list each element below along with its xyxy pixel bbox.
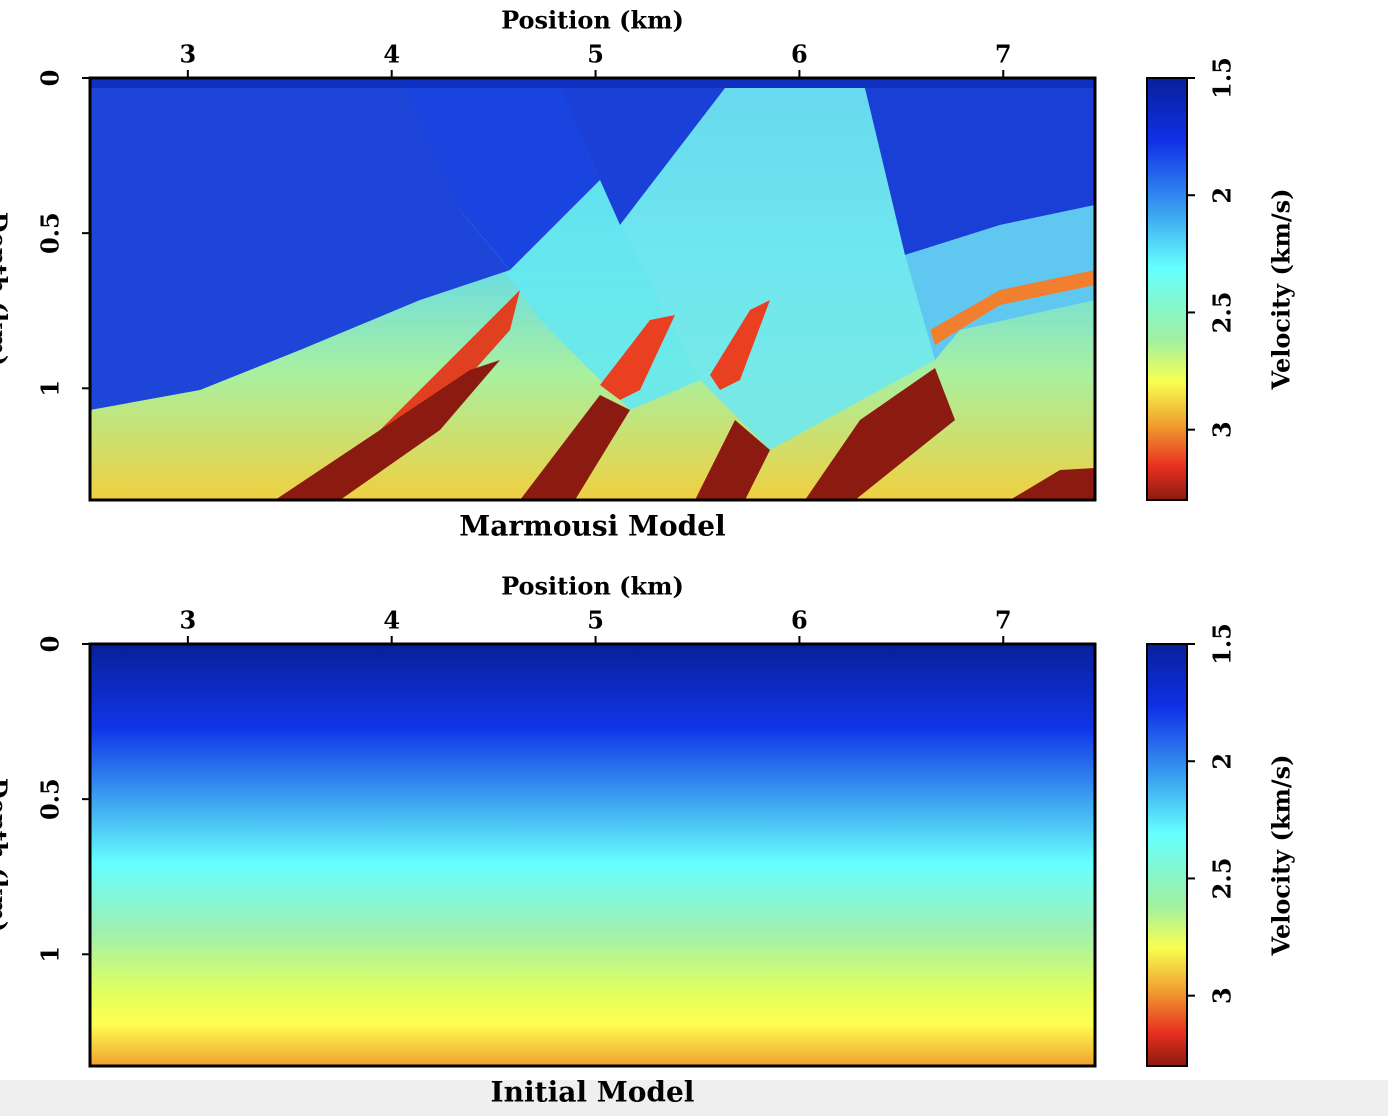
bottom-strip xyxy=(0,1080,1388,1116)
y-axis-label: Depth (km) xyxy=(0,212,13,367)
colorbar-tick-label: 1.5 xyxy=(1208,623,1237,665)
colorbar-tick-label: 2.5 xyxy=(1208,858,1237,900)
x-tick-label: 5 xyxy=(587,606,604,635)
x-tick-label: 7 xyxy=(995,606,1012,635)
y-tick-label: 0.5 xyxy=(36,212,65,254)
plot-frame xyxy=(88,642,1097,1068)
x-tick-label: 5 xyxy=(587,40,604,69)
initial-field xyxy=(90,644,1095,1066)
colorbar xyxy=(1146,643,1188,1067)
x-tick-label: 3 xyxy=(179,606,196,635)
y-tick-label: 0 xyxy=(36,636,65,653)
marmousi-field xyxy=(90,78,1095,500)
plot-frame xyxy=(88,76,1097,502)
colorbar-tick-label: 3 xyxy=(1208,987,1237,1004)
chart-title: Initial Model xyxy=(491,1076,695,1109)
x-axis-label: Position (km) xyxy=(501,6,684,35)
chart-title: Marmousi Model xyxy=(459,510,725,543)
x-tick-label: 6 xyxy=(791,606,808,635)
colorbar-tick-label: 2.5 xyxy=(1208,292,1237,334)
colorbar-tick-label: 1.5 xyxy=(1208,57,1237,99)
y-tick-label: 1 xyxy=(36,380,65,397)
y-tick-label: 0 xyxy=(36,70,65,87)
y-axis-label: Depth (km) xyxy=(0,778,13,933)
colorbar-tick-label: 2 xyxy=(1208,187,1237,204)
colorbar-label: Velocity (km/s) xyxy=(1267,755,1296,957)
y-tick-label: 0.5 xyxy=(36,778,65,820)
colorbar-tick-label: 2 xyxy=(1208,753,1237,770)
colorbar-label: Velocity (km/s) xyxy=(1267,189,1296,391)
colorbar xyxy=(1146,77,1188,501)
y-tick-label: 1 xyxy=(36,946,65,963)
x-axis-label: Position (km) xyxy=(501,572,684,601)
x-tick-label: 7 xyxy=(995,40,1012,69)
x-tick-label: 4 xyxy=(383,40,400,69)
x-tick-label: 6 xyxy=(791,40,808,69)
colorbar-tick-label: 3 xyxy=(1208,421,1237,438)
x-tick-label: 3 xyxy=(179,40,196,69)
x-tick-label: 4 xyxy=(383,606,400,635)
